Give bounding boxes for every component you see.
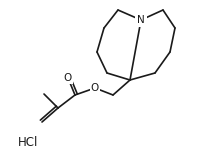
Text: HCl: HCl — [18, 135, 38, 149]
Text: O: O — [91, 83, 99, 93]
Text: O: O — [64, 73, 72, 83]
Text: N: N — [137, 15, 145, 25]
